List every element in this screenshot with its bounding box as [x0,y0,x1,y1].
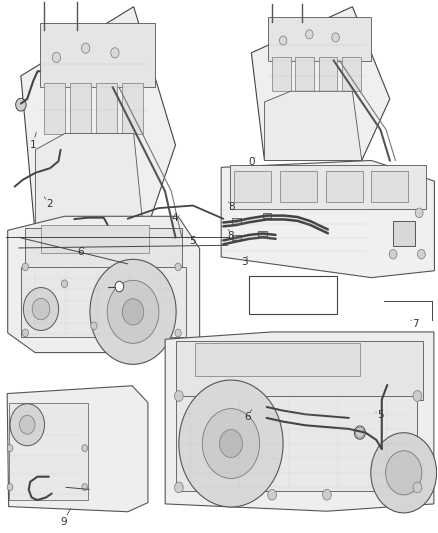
Bar [9,402,88,500]
Circle shape [413,482,422,493]
Circle shape [332,33,339,42]
Polygon shape [251,7,390,160]
Circle shape [7,483,13,490]
Bar [195,343,360,376]
Bar [44,83,65,134]
Text: 0: 0 [248,157,255,166]
Bar [262,213,271,219]
Text: 4: 4 [171,213,178,223]
Bar [70,83,91,134]
Circle shape [82,445,88,451]
Circle shape [22,263,28,271]
Circle shape [20,415,35,434]
Bar [371,172,408,202]
Circle shape [10,403,45,446]
Circle shape [16,99,26,111]
Text: 8: 8 [227,231,234,241]
Circle shape [82,483,88,490]
Circle shape [385,451,422,495]
Text: 9: 9 [60,517,67,527]
Circle shape [81,43,90,53]
Circle shape [175,263,181,271]
Bar [40,23,155,87]
Text: 6: 6 [77,247,84,257]
Text: 5: 5 [378,410,384,420]
Circle shape [111,48,119,58]
Bar [272,58,291,91]
Circle shape [34,423,70,467]
Bar [268,18,371,61]
Bar [234,172,271,202]
Circle shape [115,281,124,292]
Bar [230,165,426,209]
Polygon shape [35,134,144,237]
Bar [232,235,241,240]
Circle shape [413,391,422,401]
Text: 1: 1 [29,140,36,150]
Bar [232,219,241,224]
Circle shape [389,249,397,259]
Circle shape [417,249,425,259]
Bar [393,221,415,246]
Circle shape [122,298,144,325]
Circle shape [7,445,13,451]
Circle shape [61,280,67,287]
Bar [319,58,337,91]
Polygon shape [221,160,434,278]
Polygon shape [21,7,176,237]
Text: 5: 5 [189,236,195,246]
Bar [176,341,423,400]
Polygon shape [265,91,362,160]
Circle shape [19,405,85,486]
Polygon shape [7,386,148,512]
Bar [250,276,336,314]
Circle shape [279,36,287,45]
Circle shape [354,426,365,439]
Circle shape [322,489,331,500]
Circle shape [219,430,242,457]
Circle shape [356,427,364,438]
Text: 3: 3 [241,257,247,267]
Circle shape [32,298,50,320]
Circle shape [202,409,260,479]
Bar [176,396,417,491]
Bar [342,58,361,91]
Circle shape [90,260,176,365]
Bar [25,228,182,270]
Bar [280,172,317,202]
Text: 8: 8 [228,202,234,212]
Circle shape [268,489,276,500]
Text: 7: 7 [413,319,419,329]
Polygon shape [165,332,434,511]
Bar [41,225,149,253]
Bar [21,267,186,337]
Circle shape [91,322,97,330]
Circle shape [306,30,313,39]
Circle shape [23,287,59,330]
Bar [295,58,314,91]
Circle shape [175,329,181,337]
Circle shape [179,380,283,507]
Circle shape [415,208,423,217]
Circle shape [174,391,183,401]
Text: 2: 2 [46,199,53,209]
Bar [96,83,117,134]
Circle shape [371,433,437,513]
Circle shape [107,280,159,343]
Text: 6: 6 [244,411,251,422]
Polygon shape [8,216,200,353]
Circle shape [22,329,28,337]
Bar [258,231,267,236]
Circle shape [52,52,60,62]
Bar [122,83,143,134]
Circle shape [174,482,183,493]
Bar [325,172,363,202]
